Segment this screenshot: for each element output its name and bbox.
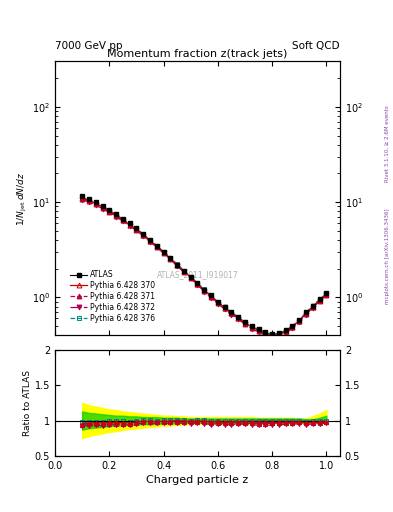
X-axis label: Charged particle z: Charged particle z xyxy=(146,475,249,485)
Legend: ATLAS, Pythia 6.428 370, Pythia 6.428 371, Pythia 6.428 372, Pythia 6.428 376: ATLAS, Pythia 6.428 370, Pythia 6.428 37… xyxy=(67,267,158,326)
Y-axis label: Ratio to ATLAS: Ratio to ATLAS xyxy=(23,370,32,436)
Text: Soft QCD: Soft QCD xyxy=(292,41,340,51)
Text: ATLAS_2011_I919017: ATLAS_2011_I919017 xyxy=(156,270,239,280)
Text: Rivet 3.1.10, ≥ 2.6M events: Rivet 3.1.10, ≥ 2.6M events xyxy=(385,105,389,182)
Text: 7000 GeV pp: 7000 GeV pp xyxy=(55,41,123,51)
Y-axis label: $1/N_\mathrm{jet}\;dN/dz$: $1/N_\mathrm{jet}\;dN/dz$ xyxy=(16,171,29,225)
Title: Momentum fraction z(track jets): Momentum fraction z(track jets) xyxy=(107,49,288,59)
Text: mcplots.cern.ch [arXiv:1306.3436]: mcplots.cern.ch [arXiv:1306.3436] xyxy=(385,208,389,304)
